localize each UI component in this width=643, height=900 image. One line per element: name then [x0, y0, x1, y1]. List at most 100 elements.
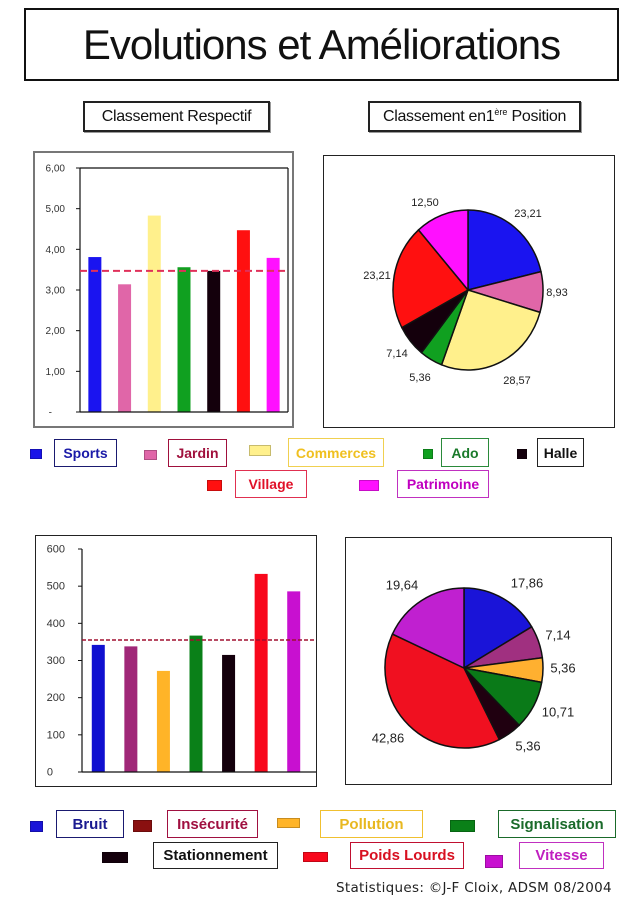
bar-halle	[207, 270, 221, 412]
y-tick-label: 5,00	[46, 204, 66, 215]
heading-right-text: Classement en1ère Position	[383, 107, 566, 126]
pie-label-jardin: 8,93	[546, 287, 567, 299]
heading-right-suffix: Position	[507, 108, 567, 125]
legend-label: Stationnement	[163, 847, 268, 864]
pie-slice-village	[392, 229, 469, 329]
pie-slice-bruit	[463, 587, 533, 669]
y-tick-label: 400	[47, 618, 65, 630]
bar-jardin	[118, 284, 132, 412]
pie-slice-poids-lourds	[384, 633, 501, 749]
pie-label-commerces: 28,57	[503, 375, 531, 387]
y-tick-label: 500	[47, 581, 65, 593]
legend-box-bruit: Bruit	[56, 810, 124, 838]
legend-swatch-patrimoine	[359, 480, 379, 491]
legend-label: Bruit	[72, 815, 108, 833]
legend-box-insecurite: Insécurité	[167, 810, 258, 838]
legend-label: Poids Lourds	[359, 847, 455, 864]
legend-swatch-sports	[30, 449, 42, 459]
legend-label: Commerces	[295, 444, 377, 461]
legend-label: Signalisation	[510, 815, 604, 833]
y-tick-label: 600	[47, 544, 65, 556]
y-tick-label: 3,00	[46, 286, 66, 297]
bar-insecurite	[124, 646, 138, 772]
page-title: Evolutions et Améliorations	[82, 20, 561, 68]
y-tick-label: 4,00	[46, 245, 66, 256]
legend-label: Halle	[543, 444, 578, 461]
legend-swatch-poids-lourds	[303, 852, 328, 862]
pie-label-patrimoine: 12,50	[411, 197, 439, 209]
heading-right-sup: ère	[494, 107, 508, 117]
legend-swatch-vitesse	[485, 855, 503, 868]
bar-chart-bottom: 0 100 200 300 400 500 600	[35, 535, 317, 787]
y-tick-label: 1,00	[46, 367, 66, 378]
legend-swatch-signalisation	[450, 820, 475, 832]
legend-label: Sports	[63, 445, 108, 461]
legend-box-poids-lourds: Poids Lourds	[350, 842, 464, 869]
pie-label-village: 23,21	[363, 270, 391, 282]
legend-box-village: Village	[235, 470, 307, 498]
bar-sports	[88, 257, 102, 412]
page-title-box: Evolutions et Améliorations	[24, 8, 619, 81]
legend-label: Patrimoine	[406, 476, 480, 492]
legend-box-signalisation: Signalisation	[498, 810, 616, 838]
pie-label-sports: 23,21	[514, 208, 542, 220]
footer-credits: Statistiques: ©J-F Cloix, ADSM 08/2004	[336, 880, 612, 896]
legend-swatch-ado	[423, 449, 433, 459]
legend-label: Vitesse	[535, 847, 588, 864]
pie-chart-svg: 17,86 7,14 5,36 10,71 5,36 42,86 19,64	[372, 576, 576, 754]
legend-swatch-pollution	[277, 818, 300, 828]
legend-swatch-bruit	[30, 821, 43, 832]
pie-label-bruit: 17,86	[511, 576, 544, 591]
bar-patrimoine	[266, 257, 280, 412]
pie-label-halle: 7,14	[386, 348, 407, 360]
pie-label-stationnement: 5,36	[515, 739, 540, 754]
heading-classement-respectif: Classement Respectif	[83, 101, 270, 132]
legend-swatch-stationnement	[102, 852, 128, 863]
y-tick-label: 6,00	[46, 164, 66, 175]
legend-label: Insécurité	[177, 815, 248, 833]
y-tick-label: -	[49, 408, 52, 419]
legend-box-patrimoine: Patrimoine	[397, 470, 489, 498]
bar-chart-svg: 0 100 200 300 400 500 600	[47, 544, 316, 779]
pie-slice-vitesse	[391, 587, 465, 669]
pie-slice-sports	[467, 209, 542, 291]
pie-label-insecurite: 7,14	[545, 628, 570, 643]
legend-box-commerces: Commerces	[288, 438, 384, 467]
pie-chart-classement-premiere-position: 23,21 8,93 28,57 5,36 7,14 23,21 12,50	[323, 155, 615, 428]
legend-swatch-halle	[517, 449, 527, 459]
bar-signalisation	[189, 635, 203, 772]
bar-vitesse	[287, 591, 301, 772]
bar-commerces	[147, 215, 161, 412]
bar-ado	[177, 267, 191, 412]
legend-box-jardin: Jardin	[168, 439, 227, 467]
y-tick-label: 100	[47, 729, 65, 741]
y-tick-label: 200	[47, 692, 65, 704]
legend-label: Pollution	[339, 815, 404, 833]
pie-slice-patrimoine	[417, 209, 469, 291]
legend-label: Jardin	[176, 445, 219, 461]
legend-box-vitesse: Vitesse	[519, 842, 604, 869]
legend-swatch-commerces	[249, 445, 271, 456]
legend-box-halle: Halle	[537, 438, 584, 467]
pie-label-poids-lourds: 42,86	[372, 731, 405, 746]
legend-swatch-village	[207, 480, 222, 491]
bar-bruit	[91, 644, 105, 772]
legend-label: Village	[248, 476, 294, 492]
bar-pollution	[156, 670, 170, 772]
bar-chart-classement-respectif: - 1,00 2,00 3,00 4,00 5,00 6,00	[33, 151, 294, 428]
y-tick-label: 2,00	[46, 326, 66, 337]
pie-chart-bottom: 17,86 7,14 5,36 10,71 5,36 42,86 19,64	[345, 537, 612, 785]
legend-box-pollution: Pollution	[320, 810, 423, 838]
legend-label: Ado	[451, 444, 479, 461]
legend-swatch-insecurite	[133, 820, 152, 832]
legend-box-sports: Sports	[54, 439, 117, 467]
heading-right-prefix: Classement en1	[382, 108, 495, 125]
pie-chart-svg: 23,21 8,93 28,57 5,367,14 23,21 12,50	[363, 197, 567, 387]
bar-chart-svg: - 1,00 2,00 3,00 4,00 5,00 6,00	[46, 164, 289, 419]
bar-stationnement	[222, 654, 236, 772]
y-tick-label: 0	[47, 767, 53, 779]
pie-label-vitesse: 19,64	[386, 578, 419, 593]
bar-village	[236, 230, 250, 412]
pie-label-pollution: 5,36	[550, 661, 575, 676]
legend-box-ado: Ado	[441, 438, 489, 467]
